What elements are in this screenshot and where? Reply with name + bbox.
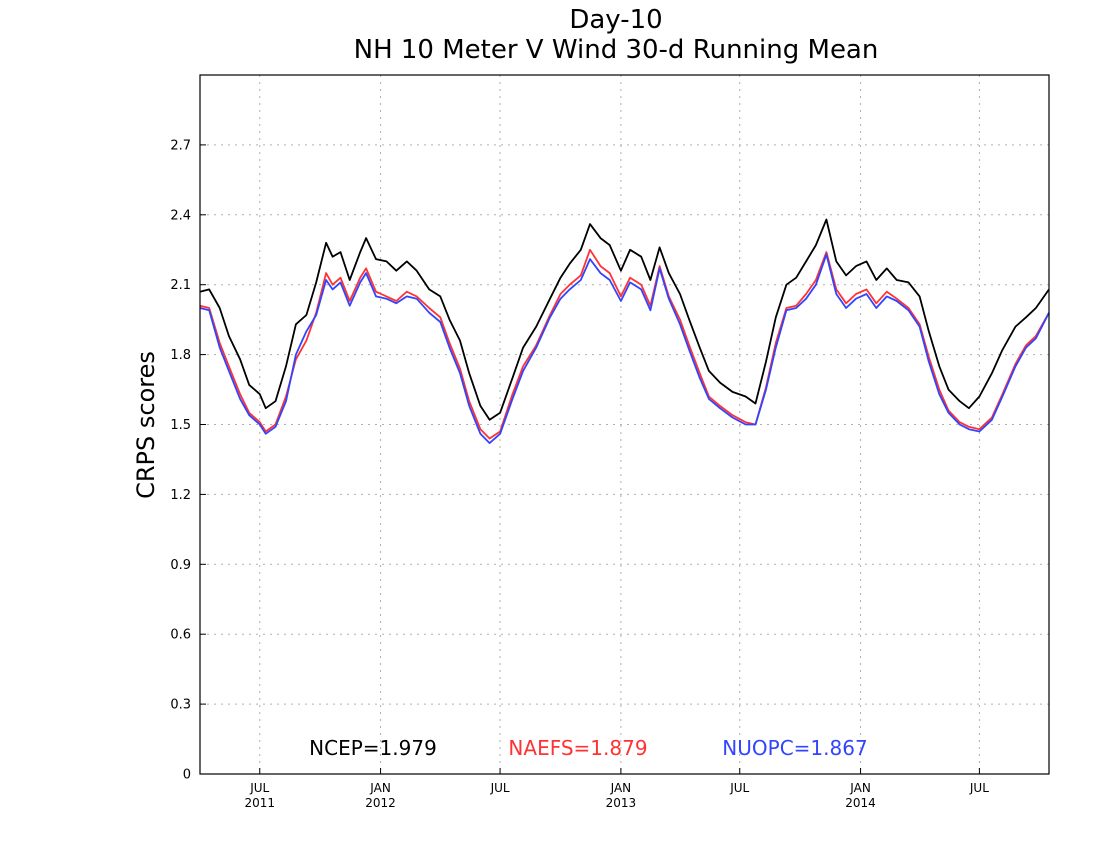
y-tick-label: 0 [183, 768, 191, 783]
x-tick-month-label: JAN [369, 781, 391, 795]
x-tick-month-label: JAN [849, 781, 871, 795]
series-line-nuopc [199, 253, 1050, 445]
y-tick-label: 2.1 [170, 278, 191, 293]
x-tick-year-label: 2013 [606, 796, 637, 810]
x-tick-month-label: JUL [969, 781, 989, 795]
legend-ncep: NCEP=1.979 [309, 736, 437, 760]
legend: NCEP=1.979 NAEFS=1.879 NUOPC=1.867 [309, 736, 868, 760]
x-tick-month-label: JAN [610, 781, 632, 795]
y-tick-label: 0.3 [170, 698, 191, 713]
y-tick-label: 2.7 [170, 138, 191, 153]
y-tick-label: 0.6 [170, 628, 191, 643]
x-tick-month-label: JUL [729, 781, 749, 795]
y-tick-label: 1.5 [170, 418, 191, 433]
x-tick-year-label: 2014 [845, 796, 876, 810]
chart-subtitle: NH 10 Meter V Wind 30-d Running Mean [354, 35, 879, 65]
x-tick-year-label: 2011 [244, 796, 275, 810]
y-tick-label: 1.2 [170, 488, 191, 503]
y-tick-label: 0.9 [170, 558, 191, 573]
y-axis: 0 0.3 0.6 0.9 1.2 1.5 1.8 2.1 2.4 2.7 [170, 138, 206, 783]
series-line-naefs [199, 248, 1050, 440]
x-tick-year-label: 2012 [365, 796, 396, 810]
legend-nuopc: NUOPC=1.867 [722, 736, 867, 760]
y-tick-label: 2.4 [170, 208, 191, 223]
x-tick-month-label: JUL [490, 781, 510, 795]
chart-title: Day-10 [569, 5, 662, 35]
series-line-ncep [199, 218, 1050, 421]
legend-naefs: NAEFS=1.879 [508, 736, 647, 760]
y-tick-label: 1.8 [170, 348, 191, 363]
x-tick-month-label: JUL [249, 781, 269, 795]
series-group [199, 218, 1050, 445]
y-axis-label: CRPS scores [132, 351, 160, 499]
grid [200, 75, 1049, 774]
